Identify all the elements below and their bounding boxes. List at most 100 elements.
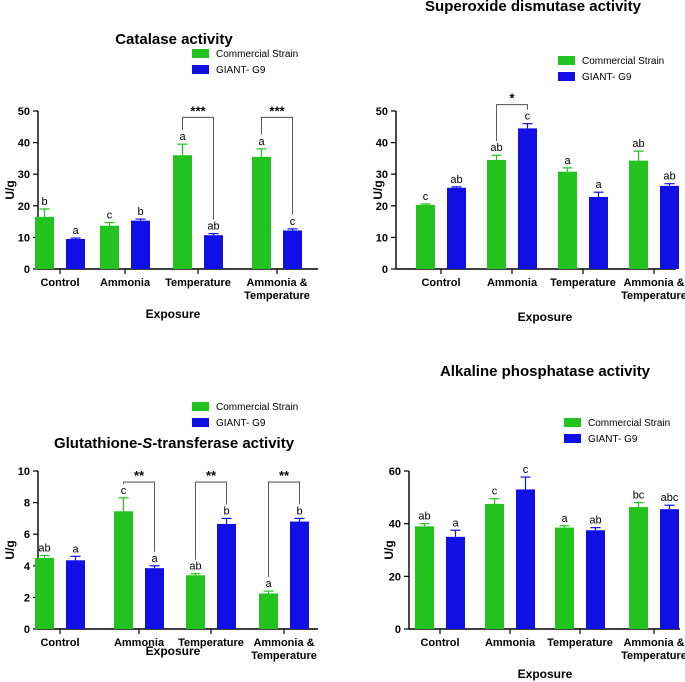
x-tick-label-line: Ammonia &	[253, 637, 314, 649]
x-tick-label: Control	[40, 637, 79, 649]
bar	[100, 225, 119, 269]
significance-letter: a	[595, 179, 602, 191]
significance-marker: ***	[190, 103, 206, 118]
significance-letter: c	[492, 486, 498, 498]
x-tick-label: Temperature	[550, 277, 616, 289]
y-axis-title: U/g	[3, 540, 17, 559]
y-tick-label: 60	[389, 466, 401, 478]
legend-swatch	[192, 418, 209, 427]
significance-letter: c	[423, 191, 429, 203]
significance-letter: a	[72, 543, 79, 555]
chart-title-part: Glutathione-	[54, 435, 142, 452]
significance-letter: b	[41, 196, 47, 208]
x-tick-label: Ammonia & Temperature	[621, 637, 685, 662]
bar	[555, 527, 574, 629]
x-tick-label: Ammonia & Temperature	[251, 637, 317, 662]
x-tick-label: Temperature	[178, 637, 244, 649]
chart-2: Superoxide dismutase activity Commercial …	[371, 0, 685, 324]
bar	[487, 159, 506, 269]
bar	[35, 216, 54, 269]
significance-letter: ab	[207, 221, 219, 233]
chart-title-part: -transferase activity	[152, 435, 294, 452]
significance-letter: b	[137, 206, 143, 218]
significance-letter: ab	[589, 515, 601, 527]
y-tick-label: 0	[382, 264, 388, 276]
significance-bracket	[123, 481, 155, 552]
y-tick-label: 40	[376, 138, 388, 150]
bar	[186, 575, 205, 629]
significance-bracket	[268, 481, 300, 578]
chart-3: Glutathione-S-transferase activity Commer…	[3, 402, 318, 662]
y-tick-label: 0	[395, 624, 401, 636]
significance-bracket	[261, 116, 293, 215]
bar	[35, 557, 54, 629]
bar	[66, 238, 85, 269]
chart-title: Alkaline phosphatase activity	[440, 363, 651, 380]
x-tick-label: Control	[40, 277, 79, 289]
bar	[416, 204, 435, 269]
significance-letter: bc	[633, 490, 645, 502]
y-tick-label: 20	[389, 571, 401, 583]
bar	[131, 220, 150, 269]
legend-label: Commercial Strain	[216, 402, 298, 413]
bar	[252, 156, 271, 269]
significance-letter: c	[107, 210, 113, 222]
x-tick-label: Temperature	[165, 277, 231, 289]
bar	[114, 511, 133, 629]
legend-swatch	[564, 418, 581, 427]
bar	[415, 526, 434, 629]
bar	[629, 160, 648, 269]
significance-letter: ab	[189, 561, 201, 573]
significance-letter: a	[452, 517, 459, 529]
chart-title: Glutathione-S-transferase activity	[54, 435, 295, 452]
legend-label: Commercial Strain	[588, 418, 670, 429]
x-axis-title: Exposure	[518, 310, 573, 324]
significance-letter: c	[121, 485, 127, 497]
x-tick-label: Ammonia	[114, 637, 165, 649]
bar	[204, 235, 223, 269]
legend-swatch	[192, 49, 209, 58]
significance-letter: a	[151, 553, 158, 565]
significance-letter: ab	[418, 511, 430, 523]
bar	[629, 507, 648, 629]
significance-letter: b	[296, 505, 302, 517]
chart-title-part: S	[142, 435, 152, 452]
bar	[145, 568, 164, 629]
y-axis-title: U/g	[371, 180, 385, 199]
bar	[660, 509, 679, 629]
y-axis-title: U/g	[3, 180, 17, 199]
bar	[485, 503, 504, 629]
bar	[283, 230, 302, 269]
x-tick-label: Temperature	[547, 637, 613, 649]
bar	[516, 489, 535, 629]
significance-letter: a	[179, 131, 186, 143]
legend-swatch	[192, 402, 209, 411]
significance-letter: abc	[661, 492, 679, 504]
legend-label: GIANT- G9	[216, 418, 266, 429]
chart-title: Catalase activity	[115, 31, 233, 48]
bar	[518, 128, 537, 269]
x-axis-title: Exposure	[146, 307, 201, 321]
significance-bracket	[195, 481, 227, 560]
legend-label: GIANT- G9	[582, 72, 632, 83]
significance-letter: ab	[632, 138, 644, 150]
x-tick-label: Ammonia & Temperature	[621, 277, 685, 302]
x-tick-label-line: Ammonia &	[246, 277, 307, 289]
bar	[217, 523, 236, 629]
significance-letter: c	[290, 216, 296, 228]
y-tick-label: 10	[18, 232, 30, 244]
legend-swatch	[558, 56, 575, 65]
legend-swatch	[558, 72, 575, 81]
x-axis-title: Exposure	[146, 644, 201, 658]
bar	[586, 530, 605, 629]
bar	[558, 171, 577, 269]
significance-letter: a	[265, 578, 272, 590]
x-tick-label-line: Ammonia &	[623, 637, 684, 649]
significance-letter: c	[525, 111, 531, 123]
x-tick-label: Control	[421, 277, 460, 289]
y-tick-label: 0	[24, 624, 30, 636]
significance-letter: a	[561, 513, 568, 525]
y-tick-label: 50	[376, 106, 388, 118]
